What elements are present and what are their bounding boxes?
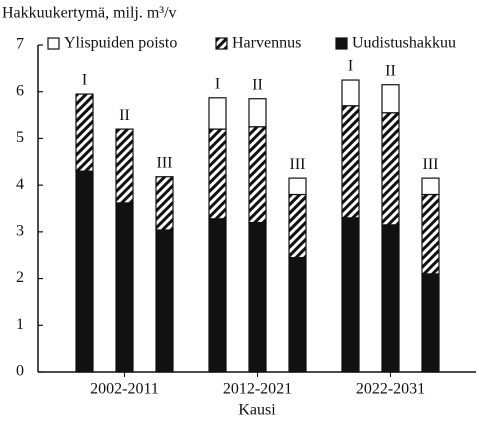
bar-label: III <box>423 156 439 173</box>
bar-segment <box>115 128 134 204</box>
bar-segment <box>341 79 360 107</box>
y-tick-label: 6 <box>16 82 24 99</box>
bar-segment <box>421 273 440 373</box>
group-label: 2022-2031 <box>356 381 425 398</box>
y-axis-label: Hakkuukertymä, milj. m³/v <box>2 5 177 22</box>
legend-swatch <box>47 37 60 50</box>
x-axis-label: Kausi <box>238 402 276 419</box>
y-tick-label: 5 <box>16 129 24 146</box>
bar-segment <box>421 193 440 275</box>
legend-label: Harvennus <box>232 35 301 52</box>
bar-segment <box>75 93 94 172</box>
bar-label: II <box>252 76 263 93</box>
legend-label: Ylispuiden poisto <box>64 35 177 52</box>
bar-label: I <box>82 72 87 89</box>
bar-label: III <box>157 154 173 171</box>
bar-segment <box>208 128 227 220</box>
group-label: 2012-2021 <box>223 381 292 398</box>
bar-segment <box>155 176 174 231</box>
legend-swatch <box>335 37 348 50</box>
legend-label: Uudistushakkuu <box>352 35 456 52</box>
y-tick-label: 3 <box>16 223 24 240</box>
group-label: 2002-2011 <box>90 381 159 398</box>
y-tick-label: 2 <box>16 269 24 286</box>
y-tick-label: 4 <box>16 176 24 193</box>
bar-segment <box>288 177 307 196</box>
y-tick-label: 1 <box>16 316 24 333</box>
bar-segment <box>341 217 360 373</box>
bar-label: I <box>348 58 353 75</box>
bar-segment <box>208 97 227 130</box>
bar-segment <box>248 126 267 224</box>
bar-label: II <box>385 62 396 79</box>
bar-segment <box>381 112 400 226</box>
legend-swatch <box>215 37 228 50</box>
bar-segment <box>155 229 174 373</box>
y-tick-label: 0 <box>16 363 24 380</box>
y-tick-label: 7 <box>16 36 24 53</box>
bar-segment <box>421 177 440 196</box>
bar-segment <box>115 202 134 373</box>
bar-segment <box>75 170 94 373</box>
bar-label: II <box>119 107 130 124</box>
bar-segment <box>381 224 400 373</box>
bar-segment <box>208 218 227 373</box>
bar-segment <box>288 193 307 259</box>
bar-label: I <box>215 75 220 92</box>
bar-segment <box>288 256 307 373</box>
bar-segment <box>248 98 267 128</box>
bar-segment <box>381 84 400 114</box>
bar-segment <box>341 105 360 219</box>
bar-segment <box>248 221 267 373</box>
bar-label: III <box>290 156 306 173</box>
